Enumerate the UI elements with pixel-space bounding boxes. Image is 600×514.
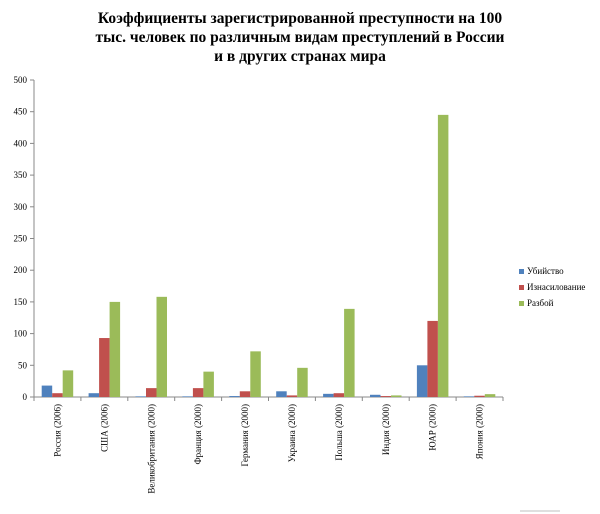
x-tick-label: Россия (2006) — [52, 404, 62, 457]
y-tick-label: 500 — [14, 75, 28, 85]
bar — [344, 308, 355, 397]
chart-title-line-1: Коэффициенты зарегистрированной преступн… — [98, 10, 502, 27]
y-tick-label: 200 — [14, 265, 28, 275]
bar — [203, 371, 214, 397]
bar — [391, 395, 402, 397]
bar — [229, 396, 240, 397]
x-tick-label: ЮАР (2000) — [428, 404, 438, 451]
bar — [146, 388, 157, 397]
bar — [323, 393, 334, 397]
y-tick-label: 50 — [18, 360, 28, 370]
y-tick-label: 150 — [14, 297, 28, 307]
bar — [250, 351, 261, 397]
x-tick-label: Индия (2000) — [381, 404, 391, 455]
legend-swatch — [519, 269, 524, 274]
y-tick-label: 300 — [14, 202, 28, 212]
legend-swatch — [519, 285, 524, 290]
bar — [437, 114, 449, 398]
y-tick-label: 0 — [23, 392, 28, 402]
x-tick-label: Великобритания (2000) — [146, 404, 156, 494]
x-tick-label: Польша (2000) — [334, 404, 344, 461]
y-tick-label: 100 — [14, 329, 28, 339]
bar — [192, 388, 204, 397]
plot-area: 0 50 100 150 200 250 300 350 400 450 500 Россия (20… — [14, 75, 504, 494]
chart-title-line-2: тыс. человек по различным видам преступл… — [96, 29, 505, 46]
bar — [276, 391, 287, 397]
bar — [484, 394, 496, 397]
x-tick-label: США (2006) — [99, 404, 109, 452]
y-tick-label: 400 — [14, 138, 28, 148]
bar — [62, 370, 74, 397]
x-tick-label: Франция (2000) — [193, 404, 203, 464]
legend: Убийство Изнасилование Разбой — [519, 266, 585, 308]
bar — [297, 367, 308, 397]
y-tick-label: 450 — [14, 107, 28, 117]
bar — [463, 396, 475, 397]
x-tick-label: Япония (2000) — [475, 404, 485, 459]
bar — [52, 393, 63, 397]
y-tick-label: 250 — [14, 234, 28, 244]
bar — [99, 338, 110, 397]
bar — [380, 396, 391, 397]
bar — [474, 395, 485, 397]
legend-label: Изнасилование — [527, 282, 585, 292]
bar — [239, 391, 251, 397]
legend-swatch — [519, 301, 524, 306]
bar — [427, 320, 438, 397]
bar — [370, 394, 381, 397]
bar — [156, 296, 167, 397]
bar — [333, 393, 345, 397]
x-tick-label: Украина (2000) — [287, 404, 297, 462]
bar — [41, 385, 53, 397]
bar — [109, 301, 121, 397]
y-tick-label: 350 — [14, 170, 28, 180]
bar — [182, 396, 193, 397]
legend-label: Разбой — [527, 298, 554, 308]
legend-label: Убийство — [527, 266, 564, 276]
bar — [88, 393, 100, 397]
bar — [135, 396, 146, 397]
x-tick-label: Германия (2000) — [240, 404, 250, 467]
chart-title: Коэффициенты зарегистрированной преступн… — [96, 10, 505, 65]
bar — [286, 395, 298, 397]
chart-title-line-3: и в других странах мира — [214, 48, 386, 65]
bar — [416, 365, 428, 397]
